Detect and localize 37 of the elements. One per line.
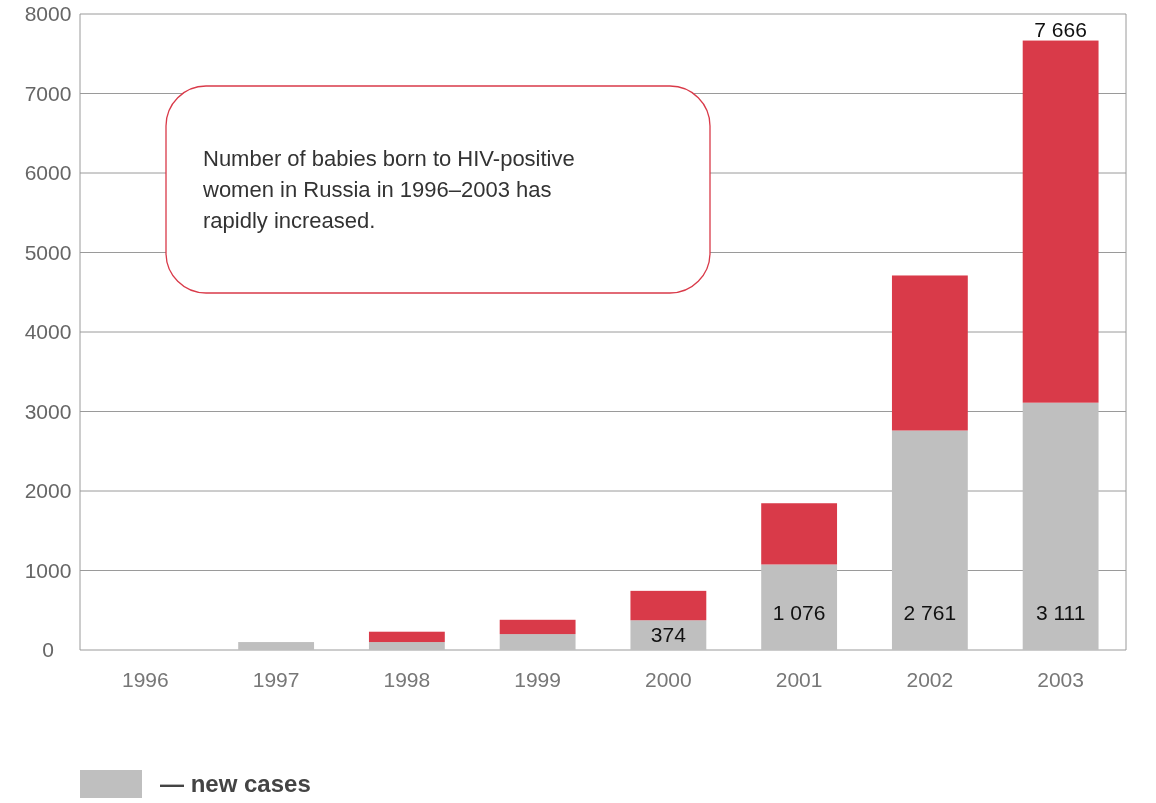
y-tick-label: 4000 [24, 320, 72, 343]
total-label: 7 666 [1034, 17, 1087, 41]
bar [761, 503, 838, 565]
data-label: 1 076 [772, 601, 826, 624]
bar [891, 430, 968, 650]
x-tick-label: 2001 [775, 668, 823, 691]
x-tick-label: 1997 [252, 668, 300, 691]
bar [630, 620, 707, 650]
y-tick-label: 0 [42, 638, 54, 661]
x-tick-label: 1998 [383, 668, 431, 691]
bar [891, 275, 968, 431]
bar [1022, 402, 1099, 650]
bar [761, 564, 838, 650]
annotation: Number of babies born to HIV-positive women in Russia in 1996–2003 has rapidly increased. [202, 146, 575, 233]
data-label: 374 [650, 623, 687, 647]
bar [499, 634, 576, 650]
data-label: 3 111 [1035, 601, 1086, 624]
data-label: 2 761 [903, 601, 957, 624]
bar [630, 590, 707, 621]
y-tick-label: 7000 [24, 81, 72, 105]
bar [368, 642, 445, 650]
x-tick-label: 1996 [122, 668, 169, 691]
y-tick-label: 8000 [24, 2, 72, 25]
bar [1022, 40, 1099, 403]
bar [499, 619, 576, 635]
y-tick-label: 6000 [24, 161, 72, 184]
bar [238, 642, 315, 650]
bar [368, 631, 445, 643]
x-tick-label: 2000 [645, 668, 692, 691]
y-tick-label: 1000 [24, 558, 72, 582]
x-tick-label: 1999 [514, 668, 561, 691]
legend-label: — new cases [160, 770, 311, 797]
y-tick-label: 5000 [24, 240, 72, 264]
y-tick-label: 2000 [24, 479, 72, 502]
x-tick-label: 2003 [1037, 668, 1084, 691]
x-tick-label: 2002 [906, 668, 954, 691]
y-tick-label: 3000 [24, 399, 72, 423]
